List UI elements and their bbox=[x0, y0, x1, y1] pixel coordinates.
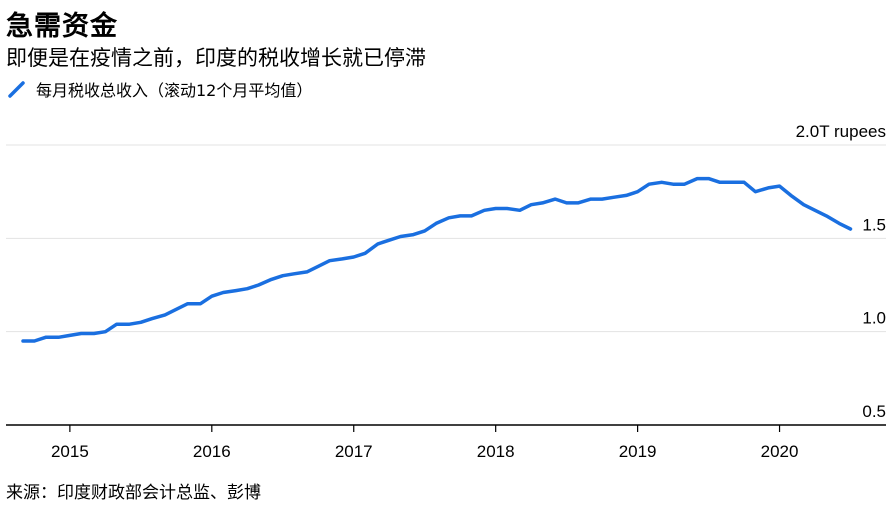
y-tick-label: 1.0 bbox=[862, 309, 886, 328]
y-tick-label: 2.0T rupees bbox=[796, 122, 886, 141]
source-note: 来源：印度财政部会计总监、彭博 bbox=[6, 483, 261, 503]
grid-lines bbox=[6, 144, 886, 333]
x-tick-label: 2016 bbox=[193, 442, 231, 461]
x-tick-label: 2015 bbox=[51, 442, 89, 461]
y-tick-label: 1.5 bbox=[862, 215, 886, 234]
x-tick-label: 2018 bbox=[477, 442, 515, 461]
series-lines bbox=[21, 176, 853, 343]
y-tick-label: 0.5 bbox=[862, 402, 886, 421]
x-tick-label: 2017 bbox=[335, 442, 373, 461]
x-axis: 2015 2016 2017 2018 2019 2020 bbox=[6, 424, 886, 461]
chart-subtitle: 即便是在疫情之前，印度的税收增长就已停滞 bbox=[6, 46, 426, 70]
series-line bbox=[21, 176, 853, 343]
x-tick-label: 2020 bbox=[761, 442, 799, 461]
chart-title: 急需资金 bbox=[6, 11, 118, 42]
legend-line-icon bbox=[8, 81, 25, 98]
legend-label: 每月税收总收入（滚动12个月平均值） bbox=[36, 81, 313, 100]
x-tick-label: 2019 bbox=[619, 442, 657, 461]
legend: 每月税收总收入（滚动12个月平均值） bbox=[8, 77, 312, 101]
y-axis-ticks: 0.5 1.0 1.5 2.0T rupees bbox=[796, 122, 886, 421]
